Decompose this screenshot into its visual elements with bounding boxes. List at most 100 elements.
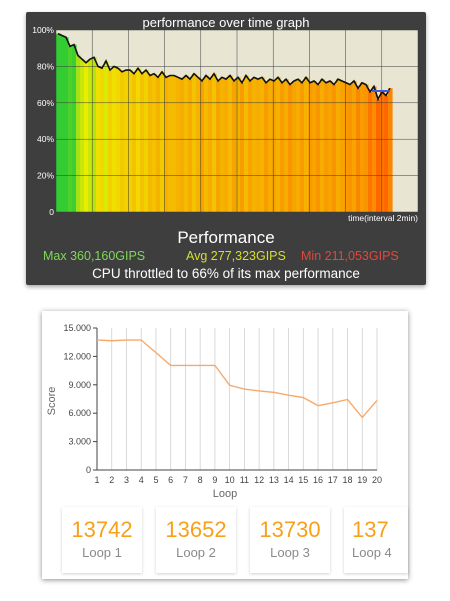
x-tick-label: 20 — [372, 475, 382, 485]
performance-bar — [108, 70, 113, 212]
performance-bar — [228, 75, 233, 212]
performance-bar — [264, 82, 269, 212]
x-tick-label: 19 — [357, 475, 367, 485]
x-tick-label: 3 — [124, 475, 129, 485]
x-tick-label: 10 — [225, 475, 235, 485]
performance-bar — [256, 79, 261, 212]
performance-bar — [388, 88, 393, 212]
performance-bar — [160, 71, 165, 212]
y-tick-label: 40% — [37, 134, 54, 144]
performance-bar — [156, 77, 161, 212]
performance-bar — [320, 79, 325, 212]
performance-bar — [372, 86, 377, 212]
y-tick-label: 0 — [49, 207, 54, 217]
performance-bar — [336, 79, 341, 212]
performance-bar — [252, 77, 257, 212]
performance-bar — [88, 59, 93, 213]
loop-card: 13652 Loop 2 — [156, 507, 236, 573]
performance-bar — [292, 80, 297, 213]
chart-title: performance over time graph — [142, 15, 310, 30]
x-tick-label: 7 — [183, 475, 188, 485]
performance-bar — [240, 82, 245, 212]
performance-bar — [376, 99, 381, 212]
performance-over-time-chart: 100% 80% 60% 40% 20% 0 time(interval 2min) — [32, 25, 419, 223]
performance-bar — [56, 33, 61, 212]
loop-score: 13742 — [71, 517, 133, 542]
loop-card: 13730 Loop 3 — [250, 507, 330, 573]
x-tick-label: 1 — [94, 475, 99, 485]
performance-bar — [284, 79, 289, 212]
loop-label: Loop 3 — [270, 545, 310, 560]
loop-score: 13730 — [259, 517, 321, 542]
performance-bar — [188, 79, 193, 212]
performance-bar — [364, 84, 369, 212]
performance-bar — [248, 80, 253, 213]
performance-bar — [260, 77, 265, 212]
performance-panel: 100% 80% 60% 40% 20% 0 time(interval 2min) pe… — [26, 12, 426, 285]
y-axis-label: Score — [46, 387, 58, 416]
loop-score-panel: 15.000 12.000 9.000 6.000 3.000 0 1 2 3 4 5 6 7 8 9 10… — [42, 311, 408, 579]
y-tick-label: 3.000 — [68, 437, 91, 447]
performance-bar — [180, 79, 185, 212]
performance-bar — [164, 77, 169, 212]
x-tick-label: 18 — [343, 475, 353, 485]
performance-bar — [304, 77, 309, 212]
y-tick-label: 60% — [37, 98, 54, 108]
performance-bar — [220, 77, 225, 212]
x-tick-label: 11 — [240, 475, 249, 485]
performance-bar — [296, 79, 301, 212]
y-tick-label: 20% — [37, 171, 54, 181]
performance-bar — [176, 77, 181, 212]
performance-bar — [340, 80, 345, 213]
performance-bar — [236, 77, 241, 212]
y-tick-label: 15.000 — [63, 323, 91, 333]
performance-bar — [272, 80, 277, 213]
y-tick-label: 9.000 — [68, 380, 91, 390]
performance-bar — [172, 75, 177, 212]
x-tick-label: 9 — [212, 475, 217, 485]
x-tick-label: 15 — [298, 475, 308, 485]
performance-bar — [124, 70, 129, 212]
performance-bar — [144, 70, 149, 212]
performance-bar — [332, 84, 337, 212]
performance-bar — [288, 84, 293, 212]
performance-bar — [280, 82, 285, 212]
x-axis-label: Loop — [213, 488, 237, 500]
throttle-summary: CPU throttled to 66% of its max performa… — [92, 266, 360, 281]
performance-bar — [192, 73, 197, 213]
x-tick-label: 13 — [269, 475, 279, 485]
y-tick-label: 100% — [32, 25, 54, 35]
min-performance-label: Min 211,053GIPS — [301, 249, 399, 263]
performance-bar — [276, 77, 281, 212]
x-tick-label: 17 — [328, 475, 338, 485]
x-tick-label: 6 — [168, 475, 173, 485]
performance-bar — [368, 91, 373, 212]
performance-bar — [80, 59, 85, 213]
y-tick-label: 6.000 — [68, 408, 91, 418]
performance-bar — [100, 68, 105, 212]
performance-bar — [140, 73, 145, 213]
performance-bar — [316, 84, 321, 212]
performance-bar — [104, 60, 109, 212]
performance-bar — [344, 82, 349, 212]
performance-bar — [208, 79, 213, 212]
performance-bar — [136, 68, 141, 212]
performance-bar — [120, 71, 125, 212]
performance-bar — [200, 80, 205, 213]
performance-bar — [324, 82, 329, 212]
performance-bar — [128, 70, 133, 212]
x-tick-label: 16 — [313, 475, 323, 485]
loop-label: Loop 4 — [352, 545, 392, 560]
performance-bar — [152, 73, 157, 213]
y-tick-label: 0 — [86, 465, 91, 475]
performance-bar — [216, 80, 221, 213]
performance-bar — [356, 88, 361, 212]
loop-score: 137 — [352, 517, 389, 542]
performance-bar — [68, 46, 73, 212]
performance-bar — [328, 80, 333, 213]
performance-bar — [92, 57, 97, 212]
performance-bar — [244, 75, 249, 212]
x-tick-label: 12 — [254, 475, 264, 485]
x-tick-label: 4 — [139, 475, 144, 485]
performance-bar — [348, 84, 353, 212]
